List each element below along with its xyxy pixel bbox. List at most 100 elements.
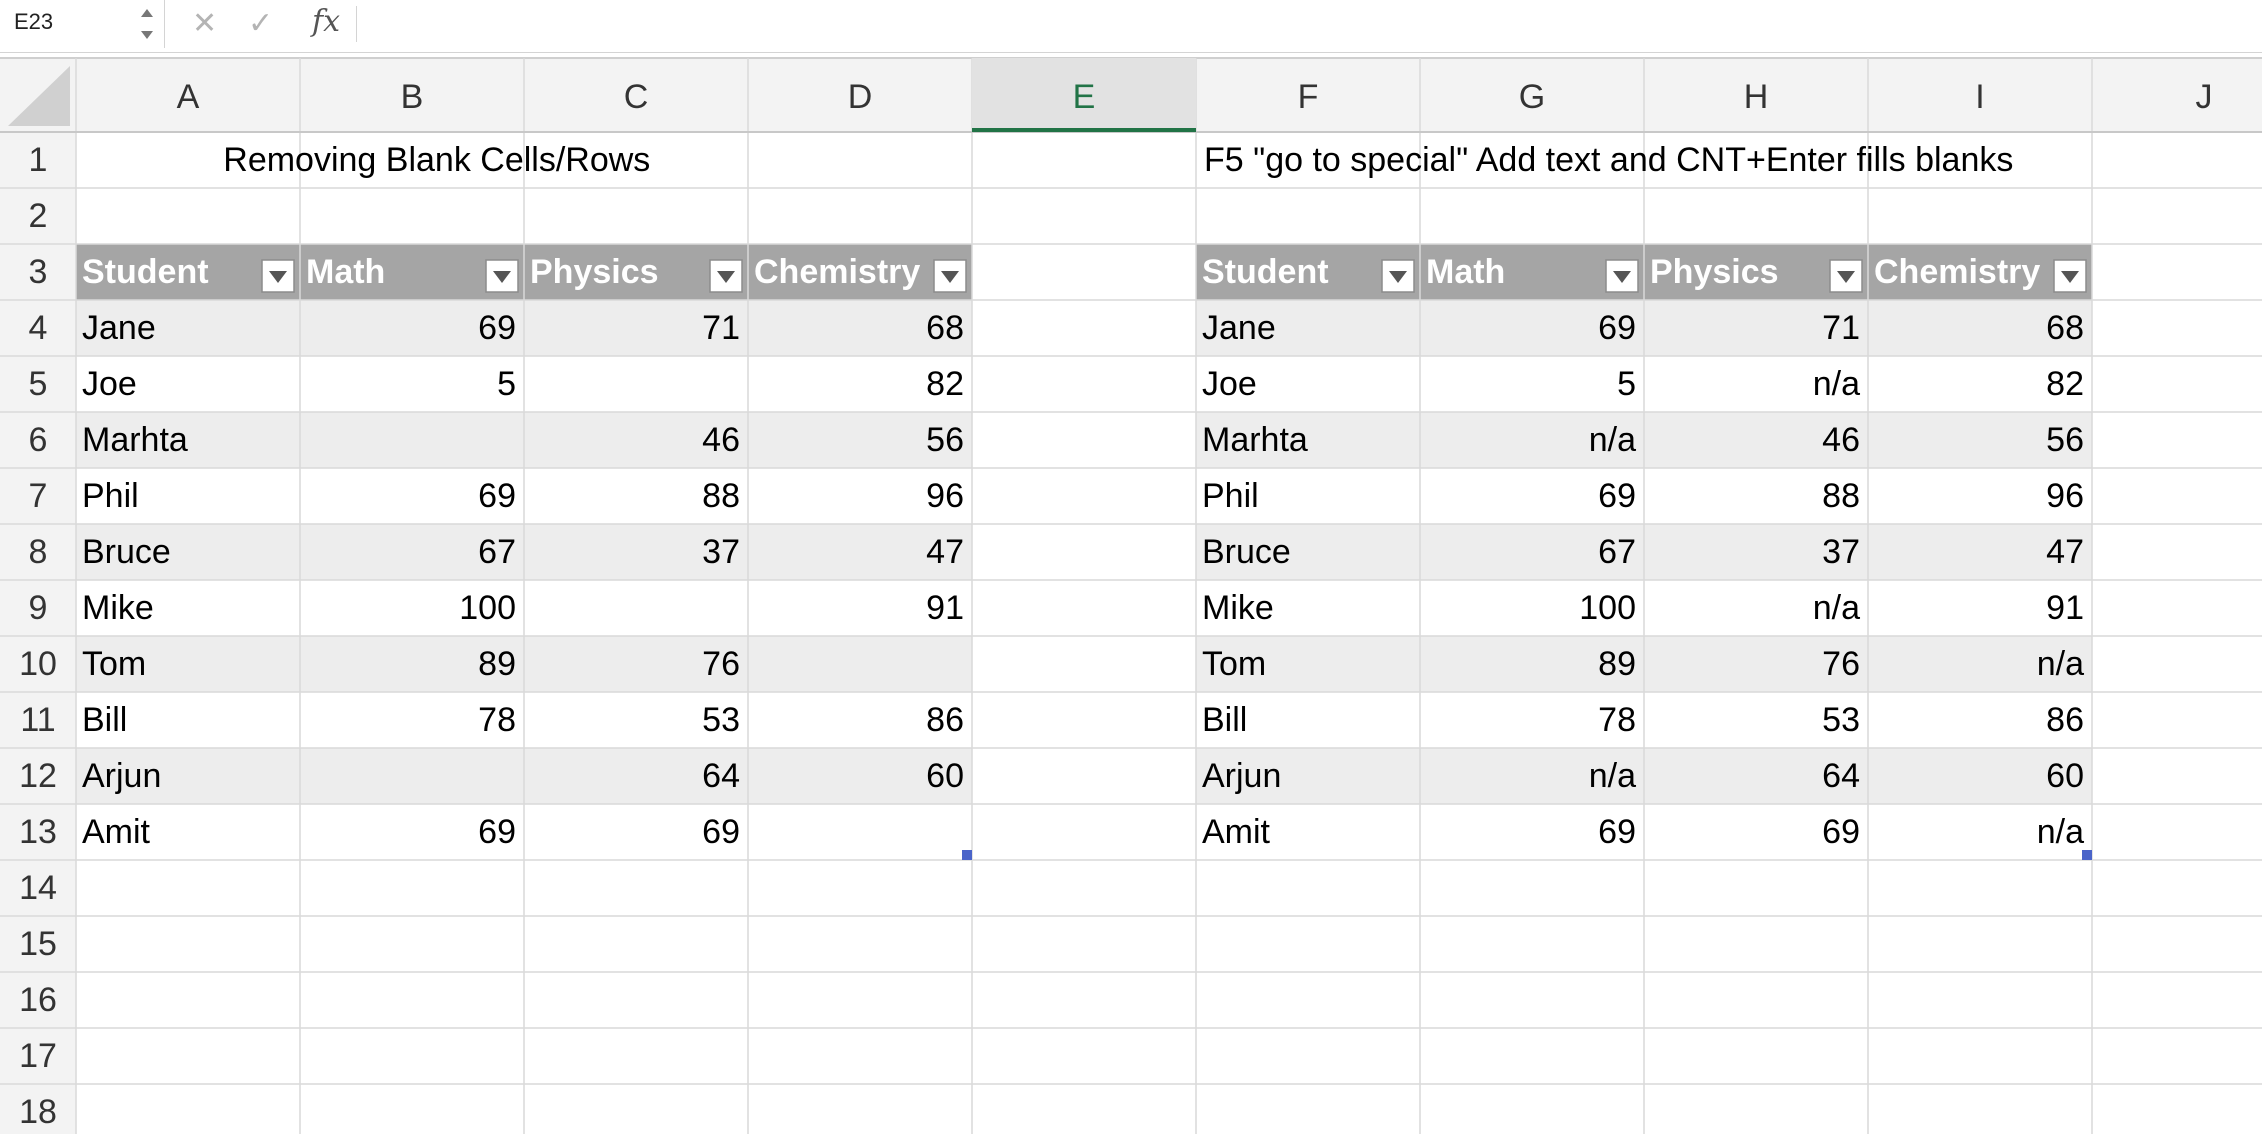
left-table-score-cell[interactable]: 56 (926, 421, 964, 459)
left-table-score-cell[interactable]: 69 (478, 477, 516, 515)
right-table-score-cell[interactable]: 71 (1822, 309, 1860, 347)
right-table-score-cell[interactable]: 86 (2046, 701, 2084, 739)
right-table-student-cell[interactable]: Amit (1202, 813, 1271, 851)
enter-icon[interactable]: ✓ (248, 7, 274, 40)
row-header-9[interactable]: 9 (29, 589, 48, 627)
left-table-score-cell[interactable]: 69 (478, 309, 516, 347)
left-table-student-cell[interactable]: Phil (82, 477, 139, 515)
right-table-score-cell[interactable]: 76 (1822, 645, 1860, 683)
row-header-12[interactable]: 12 (19, 757, 57, 795)
right-table-score-cell[interactable]: 91 (2046, 589, 2084, 627)
column-header-a[interactable]: A (177, 78, 200, 116)
left-table-score-cell[interactable]: 47 (926, 533, 964, 571)
left-table-student-cell[interactable]: Jane (82, 309, 156, 347)
left-table-score-cell[interactable]: 100 (459, 589, 516, 627)
left-table-student-cell[interactable]: Tom (82, 645, 146, 683)
chevron-down-icon[interactable] (941, 271, 959, 283)
right-table-student-cell[interactable]: Tom (1202, 645, 1266, 683)
row-header-3[interactable]: 3 (29, 253, 48, 291)
row-header-5[interactable]: 5 (29, 365, 48, 403)
cancel-icon[interactable]: ✕ (192, 7, 218, 40)
right-table-score-cell[interactable]: n/a (1813, 365, 1860, 403)
column-header-d[interactable]: D (848, 78, 873, 116)
left-table-score-cell[interactable]: 86 (926, 701, 964, 739)
right-table-header-physics[interactable]: Physics (1650, 253, 1779, 291)
row-header-8[interactable]: 8 (29, 533, 48, 571)
chevron-down-icon[interactable] (1613, 271, 1631, 283)
right-table-score-cell[interactable]: n/a (1813, 589, 1860, 627)
right-table-student-cell[interactable]: Bruce (1202, 533, 1291, 571)
left-table-resize-handle[interactable] (962, 850, 972, 860)
left-table-score-cell[interactable]: 82 (926, 365, 964, 403)
row-header-6[interactable]: 6 (29, 421, 48, 459)
left-table-score-cell[interactable]: 76 (702, 645, 740, 683)
row-header-15[interactable]: 15 (19, 925, 57, 963)
column-header-i[interactable]: I (1975, 78, 1984, 116)
row-header-7[interactable]: 7 (29, 477, 48, 515)
chevron-down-icon[interactable] (269, 271, 287, 283)
left-table-student-cell[interactable]: Joe (82, 365, 137, 403)
right-table-score-cell[interactable]: 56 (2046, 421, 2084, 459)
right-table-student-cell[interactable]: Joe (1202, 365, 1257, 403)
right-table-header-chemistry[interactable]: Chemistry (1874, 253, 2040, 291)
left-table-score-cell[interactable]: 37 (702, 533, 740, 571)
row-header-1[interactable]: 1 (29, 141, 48, 179)
right-table-score-cell[interactable]: n/a (2037, 645, 2084, 683)
left-table-score-cell[interactable]: 69 (702, 813, 740, 851)
right-table-header-student[interactable]: Student (1202, 253, 1329, 291)
left-table-score-cell[interactable]: 69 (478, 813, 516, 851)
right-table-score-cell[interactable]: 64 (1822, 757, 1860, 795)
row-header-13[interactable]: 13 (19, 813, 57, 851)
right-table-score-cell[interactable]: 5 (1617, 365, 1636, 403)
row-header-10[interactable]: 10 (19, 645, 57, 683)
right-table-score-cell[interactable]: 47 (2046, 533, 2084, 571)
right-table-student-cell[interactable]: Jane (1202, 309, 1276, 347)
right-table-score-cell[interactable]: 69 (1598, 309, 1636, 347)
left-table-score-cell[interactable]: 53 (702, 701, 740, 739)
right-table-score-cell[interactable]: 67 (1598, 533, 1636, 571)
left-table-score-cell[interactable]: 78 (478, 701, 516, 739)
right-table-title[interactable]: F5 "go to special" Add text and CNT+Ente… (1204, 141, 2013, 179)
right-table-score-cell[interactable]: 88 (1822, 477, 1860, 515)
left-table-score-cell[interactable]: 5 (497, 365, 516, 403)
left-table-score-cell[interactable]: 91 (926, 589, 964, 627)
right-table-score-cell[interactable]: 60 (2046, 757, 2084, 795)
row-header-17[interactable]: 17 (19, 1037, 57, 1075)
chevron-down-icon[interactable] (1837, 271, 1855, 283)
right-table-score-cell[interactable]: 69 (1822, 813, 1860, 851)
right-table-score-cell[interactable]: 46 (1822, 421, 1860, 459)
left-table-header-physics[interactable]: Physics (530, 253, 659, 291)
right-table-score-cell[interactable]: 68 (2046, 309, 2084, 347)
left-table-score-cell[interactable]: 68 (926, 309, 964, 347)
chevron-down-icon[interactable] (493, 271, 511, 283)
right-table-score-cell[interactable]: 96 (2046, 477, 2084, 515)
select-all-icon[interactable] (8, 66, 70, 126)
right-table-resize-handle[interactable] (2082, 850, 2092, 860)
right-table-score-cell[interactable]: n/a (2037, 813, 2084, 851)
insert-function-icon[interactable]: fx (312, 4, 341, 39)
right-table-score-cell[interactable]: 37 (1822, 533, 1860, 571)
right-table-score-cell[interactable]: 69 (1598, 477, 1636, 515)
left-table-student-cell[interactable]: Marhta (82, 421, 188, 459)
row-header-18[interactable]: 18 (19, 1093, 57, 1131)
right-table-score-cell[interactable]: 89 (1598, 645, 1636, 683)
right-table-student-cell[interactable]: Marhta (1202, 421, 1308, 459)
left-table-title[interactable]: Removing Blank Cells/Rows (223, 141, 650, 179)
chevron-down-icon[interactable] (717, 271, 735, 283)
right-table-score-cell[interactable]: n/a (1589, 757, 1636, 795)
chevron-down-icon[interactable] (1389, 271, 1407, 283)
left-table-score-cell[interactable]: 67 (478, 533, 516, 571)
right-table-score-cell[interactable]: 100 (1579, 589, 1636, 627)
left-table-score-cell[interactable]: 88 (702, 477, 740, 515)
right-table-student-cell[interactable]: Mike (1202, 589, 1274, 627)
right-table-header-math[interactable]: Math (1426, 253, 1505, 291)
name-box-stepper-icon[interactable] (138, 3, 156, 45)
left-table-student-cell[interactable]: Bill (82, 701, 127, 739)
left-table-score-cell[interactable]: 71 (702, 309, 740, 347)
right-table-score-cell[interactable]: 82 (2046, 365, 2084, 403)
left-table-student-cell[interactable]: Mike (82, 589, 154, 627)
chevron-down-icon[interactable] (2061, 271, 2079, 283)
column-header-g[interactable]: G (1519, 78, 1545, 116)
left-table-score-cell[interactable]: 89 (478, 645, 516, 683)
